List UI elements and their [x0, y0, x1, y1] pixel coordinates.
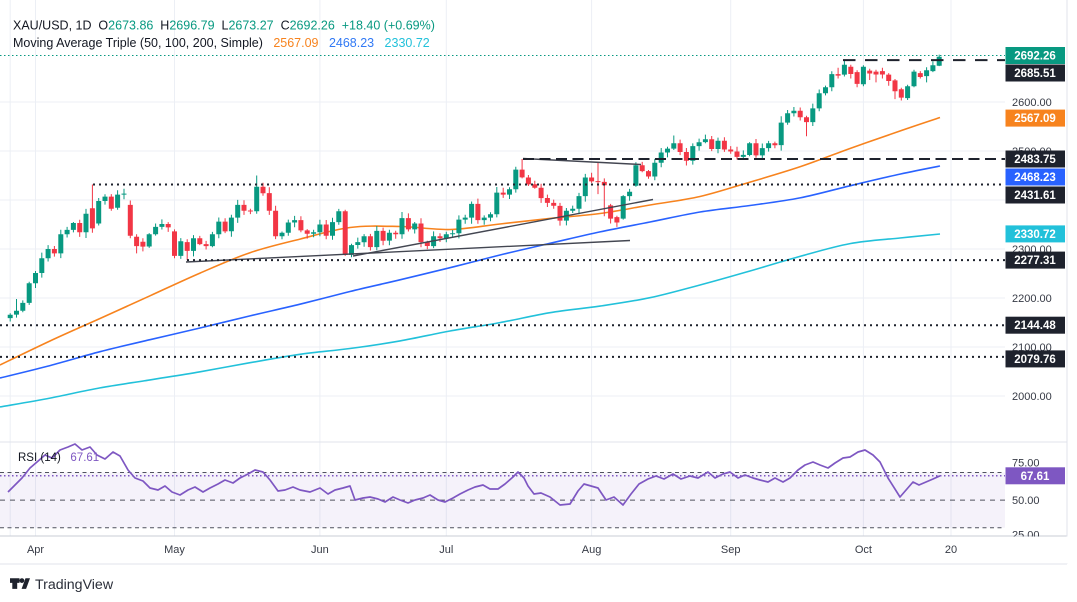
svg-text:2277.31: 2277.31	[1014, 255, 1056, 267]
svg-text:75.00: 75.00	[1012, 458, 1040, 470]
svg-text:2079.76: 2079.76	[1014, 354, 1056, 366]
svg-text:20: 20	[945, 544, 957, 556]
svg-text:Jul: Jul	[439, 544, 453, 556]
svg-text:2483.75: 2483.75	[1014, 154, 1056, 166]
svg-text:2144.48: 2144.48	[1014, 320, 1056, 332]
svg-text:Sep: Sep	[721, 544, 741, 556]
svg-text:Oct: Oct	[855, 544, 872, 556]
svg-text:2692.26: 2692.26	[1014, 51, 1056, 63]
svg-text:RSI (14) 67.61: RSI (14) 67.61	[18, 452, 99, 464]
svg-text:2468.23: 2468.23	[1014, 172, 1056, 184]
svg-text:Moving Average Triple (50, 100: Moving Average Triple (50, 100, 200, Sim…	[13, 36, 430, 50]
svg-text:2685.51: 2685.51	[1014, 68, 1056, 80]
svg-text:2200.00: 2200.00	[1012, 293, 1052, 305]
svg-text:Apr: Apr	[27, 544, 44, 556]
svg-text:2330.72: 2330.72	[1014, 229, 1056, 241]
svg-text:50.00: 50.00	[1012, 495, 1040, 507]
svg-text:Jun: Jun	[311, 544, 329, 556]
svg-text:67.61: 67.61	[1021, 471, 1050, 483]
svg-text:2000.00: 2000.00	[1012, 391, 1052, 403]
svg-text:2600.00: 2600.00	[1012, 97, 1052, 109]
svg-text:TradingView: TradingView	[35, 577, 114, 593]
svg-text:2431.61: 2431.61	[1014, 190, 1056, 202]
svg-text:May: May	[164, 544, 185, 556]
svg-text:Aug: Aug	[582, 544, 602, 556]
svg-text:2567.09: 2567.09	[1014, 113, 1056, 125]
svg-text:XAU/USD, 1D O2673.86 H2696.7: XAU/USD, 1D O2673.86 H2696.79 L2673.27 C…	[13, 19, 435, 33]
